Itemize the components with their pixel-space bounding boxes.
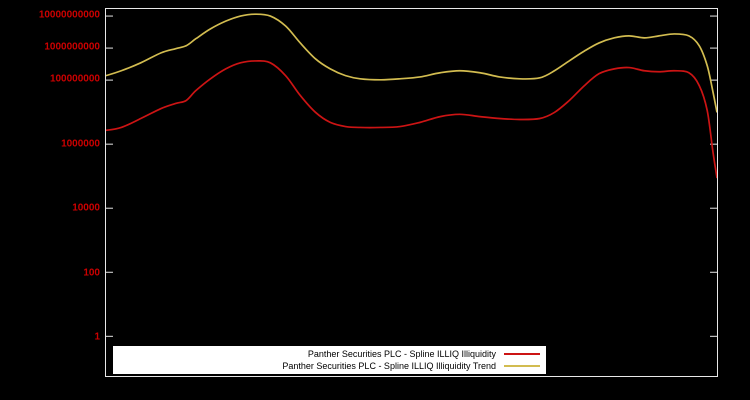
y-tick-label: 1000000 (61, 138, 100, 150)
legend-label-trend: Panther Securities PLC - Spline ILLIQ Il… (282, 361, 496, 371)
y-tick-label: 1 (94, 331, 100, 343)
legend-sample (504, 365, 540, 367)
series-trend-line (106, 13, 717, 113)
plot-area: Panther Securities PLC - Spline ILLIQ Il… (105, 8, 718, 377)
chart-canvas (106, 13, 717, 337)
y-tick-label: 10000 (72, 202, 100, 214)
y-tick-label: 1000000000 (44, 41, 100, 53)
legend: Panther Securities PLC - Spline ILLIQ Il… (113, 346, 546, 374)
legend-label-illiquidity: Panther Securities PLC - Spline ILLIQ Il… (307, 349, 496, 359)
legend-item-illiquidity: Panther Securities PLC - Spline ILLIQ Il… (113, 348, 546, 360)
legend-item-trend: Panther Securities PLC - Spline ILLIQ Il… (113, 360, 546, 372)
y-tick-label: 10000000000 (38, 9, 100, 21)
legend-sample (504, 353, 540, 355)
series-illiq-line (106, 60, 717, 179)
y-tick-label: 100000000 (49, 73, 100, 85)
y-tick-label: 100 (83, 267, 100, 279)
y-axis: 10000000000 1000000000 100000000 1000000 100… (0, 0, 100, 400)
